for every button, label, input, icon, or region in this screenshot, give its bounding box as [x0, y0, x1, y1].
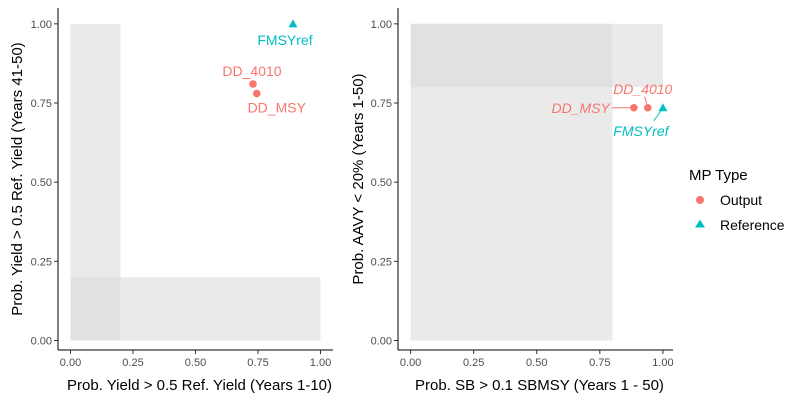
output-point-marker — [249, 80, 257, 88]
point-label: DD_MSY — [552, 100, 612, 116]
x-tick-label: 0.00 — [60, 357, 81, 369]
x-tick-label: 1.00 — [310, 357, 331, 369]
legend-output-label: Output — [720, 192, 762, 208]
x-tick-label: 0.25 — [463, 357, 484, 369]
y-tick-label: 1.00 — [31, 19, 52, 31]
y-tick-label: 1.00 — [371, 19, 392, 31]
point-label: FMSYref — [257, 32, 312, 48]
legend-item-output: Output — [696, 192, 762, 208]
x-tick-label: 0.50 — [526, 357, 547, 369]
label-leader-line — [653, 110, 662, 122]
output-point-marker — [630, 103, 638, 112]
y-axis-title: Prob. AAVY < 20% (Years 1-50) — [350, 73, 367, 284]
legend-title: MP Type — [689, 167, 748, 184]
y-tick-label: 0.75 — [371, 98, 392, 110]
y-tick-label: 0.00 — [31, 336, 52, 348]
reference-point-marker — [658, 103, 668, 112]
y-tick-label: 0.50 — [31, 177, 52, 189]
x-tick-label: 1.00 — [652, 357, 673, 369]
shaded-region — [410, 23, 613, 341]
legend-reference-triangle-icon — [695, 219, 705, 228]
legend-output-circle-icon — [696, 196, 704, 204]
y-tick-label: 0.50 — [371, 177, 392, 189]
x-tick-label: 0.75 — [589, 357, 610, 369]
point-label: DD_MSY — [248, 100, 307, 116]
output-point-marker — [643, 103, 652, 112]
x-axis-title: Prob. SB > 0.1 SBMSY (Years 1 - 50) — [415, 377, 664, 394]
point-label: DD_4010 — [222, 63, 281, 79]
reference-point-marker — [288, 19, 298, 28]
label-leader-line — [644, 96, 648, 104]
output-point-marker — [252, 89, 261, 98]
x-tick-label: 0.50 — [185, 357, 206, 369]
x-tick-label: 0.75 — [247, 357, 268, 369]
y-tick-label: 0.75 — [31, 98, 52, 110]
x-tick-label: 0.00 — [400, 357, 421, 369]
right-scatter-panel: 0.00 0.25 0.50 0.75 1.00 0.00 0.25 0.50 0.75 1.00… — [350, 8, 674, 394]
y-tick-label: 0.00 — [371, 336, 392, 348]
legend-item-reference: Reference — [695, 217, 785, 233]
x-axis-title: Prob. Yield > 0.5 Ref. Yield (Years 1-10… — [67, 377, 332, 394]
legend-reference-label: Reference — [720, 217, 785, 233]
y-axis-title: Prob. Yield > 0.5 Ref. Yield (Years 41-5… — [9, 42, 26, 315]
shaded-region — [70, 277, 321, 341]
point-label: FMSYref — [613, 123, 670, 139]
y-tick-label: 0.25 — [371, 256, 392, 268]
y-tick-label: 0.25 — [31, 256, 52, 268]
point-label: DD_4010 — [613, 81, 672, 97]
x-tick-label: 0.25 — [122, 357, 143, 369]
legend: MP Type Output Reference — [689, 167, 785, 233]
left-scatter-panel: 0.00 0.25 0.50 0.75 1.00 0.00 0.25 0.50 0.75 1.00… — [9, 8, 333, 394]
